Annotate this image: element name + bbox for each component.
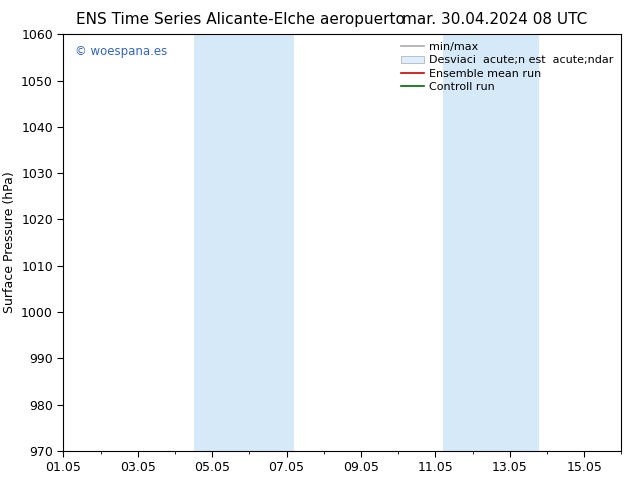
Text: ENS Time Series Alicante-Elche aeropuerto: ENS Time Series Alicante-Elche aeropuert… <box>77 12 405 27</box>
Legend: min/max, Desviaci  acute;n est  acute;ndar, Ensemble mean run, Controll run: min/max, Desviaci acute;n est acute;ndar… <box>397 38 618 97</box>
Y-axis label: Surface Pressure (hPa): Surface Pressure (hPa) <box>3 172 16 314</box>
Text: mar. 30.04.2024 08 UTC: mar. 30.04.2024 08 UTC <box>402 12 587 27</box>
Text: © woespana.es: © woespana.es <box>75 45 167 58</box>
Bar <box>193 34 294 451</box>
Bar <box>443 34 540 451</box>
